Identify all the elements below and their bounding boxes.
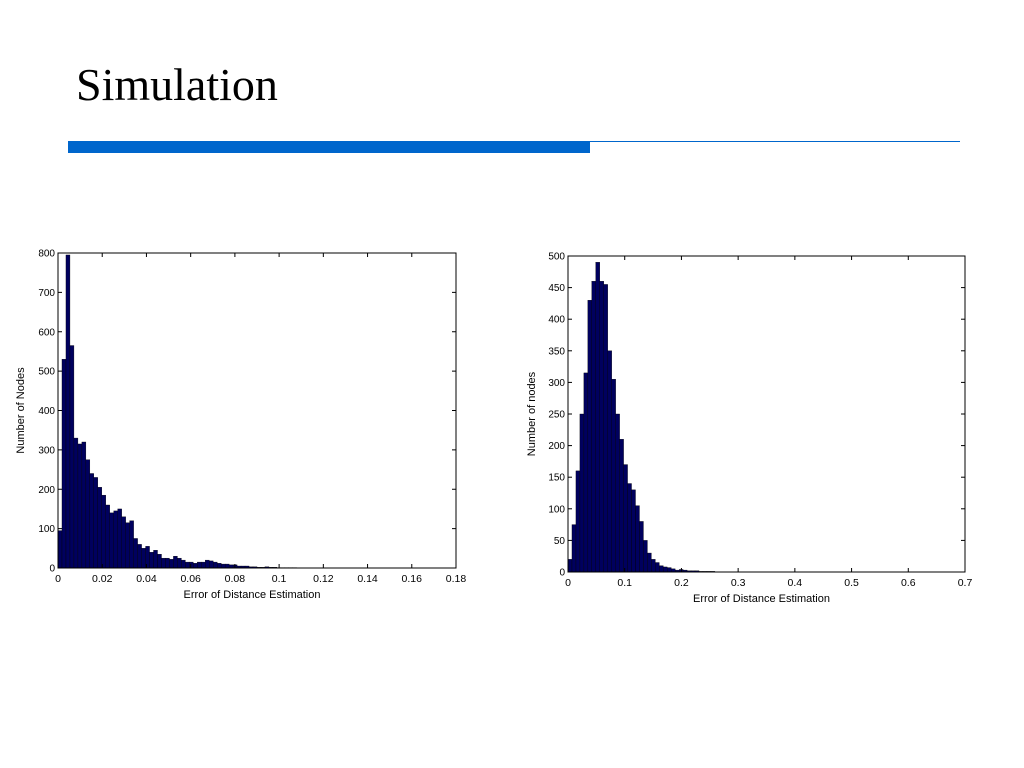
x-tick-label: 0.12 <box>313 573 334 585</box>
x-tick-label: 0.4 <box>788 577 803 589</box>
title-underline-thin <box>590 141 960 142</box>
histogram-bar <box>595 262 600 573</box>
slide-title: Simulation <box>76 59 278 110</box>
x-tick-label: 0.6 <box>901 577 916 589</box>
bars-group <box>567 262 716 573</box>
histogram-bar <box>587 300 592 573</box>
histogram-bar <box>651 559 656 573</box>
y-tick-label: 500 <box>38 367 55 378</box>
x-tick-label: 0.02 <box>92 573 113 585</box>
histogram-bar <box>583 372 589 573</box>
histogram-bar <box>667 567 672 573</box>
y-tick-label: 600 <box>38 327 55 338</box>
histogram-bar <box>603 284 608 573</box>
histogram-bar <box>631 489 636 573</box>
histogram-bar <box>663 566 668 573</box>
histogram-bar <box>635 505 640 573</box>
y-tick-label: 200 <box>38 485 55 496</box>
y-tick-label: 400 <box>548 315 565 326</box>
y-axis-label: Number of Nodes <box>15 367 27 454</box>
histogram-bar <box>611 379 616 573</box>
x-tick-label: 0 <box>565 577 571 589</box>
x-tick-label: 0.2 <box>674 577 689 589</box>
histogram-bar <box>591 281 596 573</box>
x-tick-label: 0.16 <box>402 573 423 585</box>
x-tick-label: 0.3 <box>731 577 746 589</box>
histogram-bar <box>615 413 620 573</box>
histogram-bar <box>639 521 644 573</box>
histogram-bar <box>647 552 652 573</box>
y-tick-label: 400 <box>38 406 55 417</box>
y-tick-label: 500 <box>548 252 565 263</box>
histogram-bar <box>575 470 581 573</box>
y-tick-label: 450 <box>548 283 565 294</box>
x-tick-label: 0.08 <box>225 573 246 585</box>
y-tick-label: 300 <box>548 378 565 389</box>
x-tick-label: 0.04 <box>136 573 157 585</box>
y-tick-label: 50 <box>554 536 566 547</box>
histogram-bar <box>571 524 577 573</box>
histogram-bar <box>619 439 624 573</box>
x-tick-label: 0.06 <box>180 573 201 585</box>
y-axis-label: Number of nodes <box>526 371 538 456</box>
histogram-bar <box>627 483 632 573</box>
bars-group <box>57 254 297 569</box>
y-tick-label: 0 <box>49 564 55 575</box>
x-tick-label: 0.1 <box>272 573 287 585</box>
histogram-bar <box>659 565 664 573</box>
y-tick-label: 350 <box>548 346 565 357</box>
histogram-bar <box>579 413 585 573</box>
histogram-bar <box>599 281 604 573</box>
y-tick-label: 700 <box>38 288 55 299</box>
x-tick-label: 0.14 <box>357 573 378 585</box>
histogram-bar <box>655 562 660 573</box>
y-tick-label: 200 <box>548 441 565 452</box>
y-tick-label: 800 <box>38 249 55 260</box>
y-tick-label: 100 <box>38 524 55 535</box>
histogram-bar <box>643 540 648 573</box>
x-tick-label: 0.5 <box>844 577 859 589</box>
histogram-bar <box>623 464 628 573</box>
y-tick-label: 100 <box>548 504 565 515</box>
x-tick-label: 0.1 <box>617 577 632 589</box>
histogram-bar <box>607 350 612 573</box>
title-underline-thick <box>68 141 590 153</box>
histogram-bar <box>567 559 573 573</box>
x-tick-label: 0 <box>55 573 61 585</box>
x-tick-label: 0.18 <box>446 573 467 585</box>
y-tick-label: 150 <box>548 473 565 484</box>
x-axis-label: Error of Distance Estimation <box>184 589 321 601</box>
y-tick-label: 0 <box>559 568 565 579</box>
y-tick-label: 300 <box>38 445 55 456</box>
x-tick-label: 0.7 <box>958 577 973 589</box>
x-axis-label: Error of Distance Estimation <box>693 593 830 605</box>
y-tick-label: 250 <box>548 410 565 421</box>
